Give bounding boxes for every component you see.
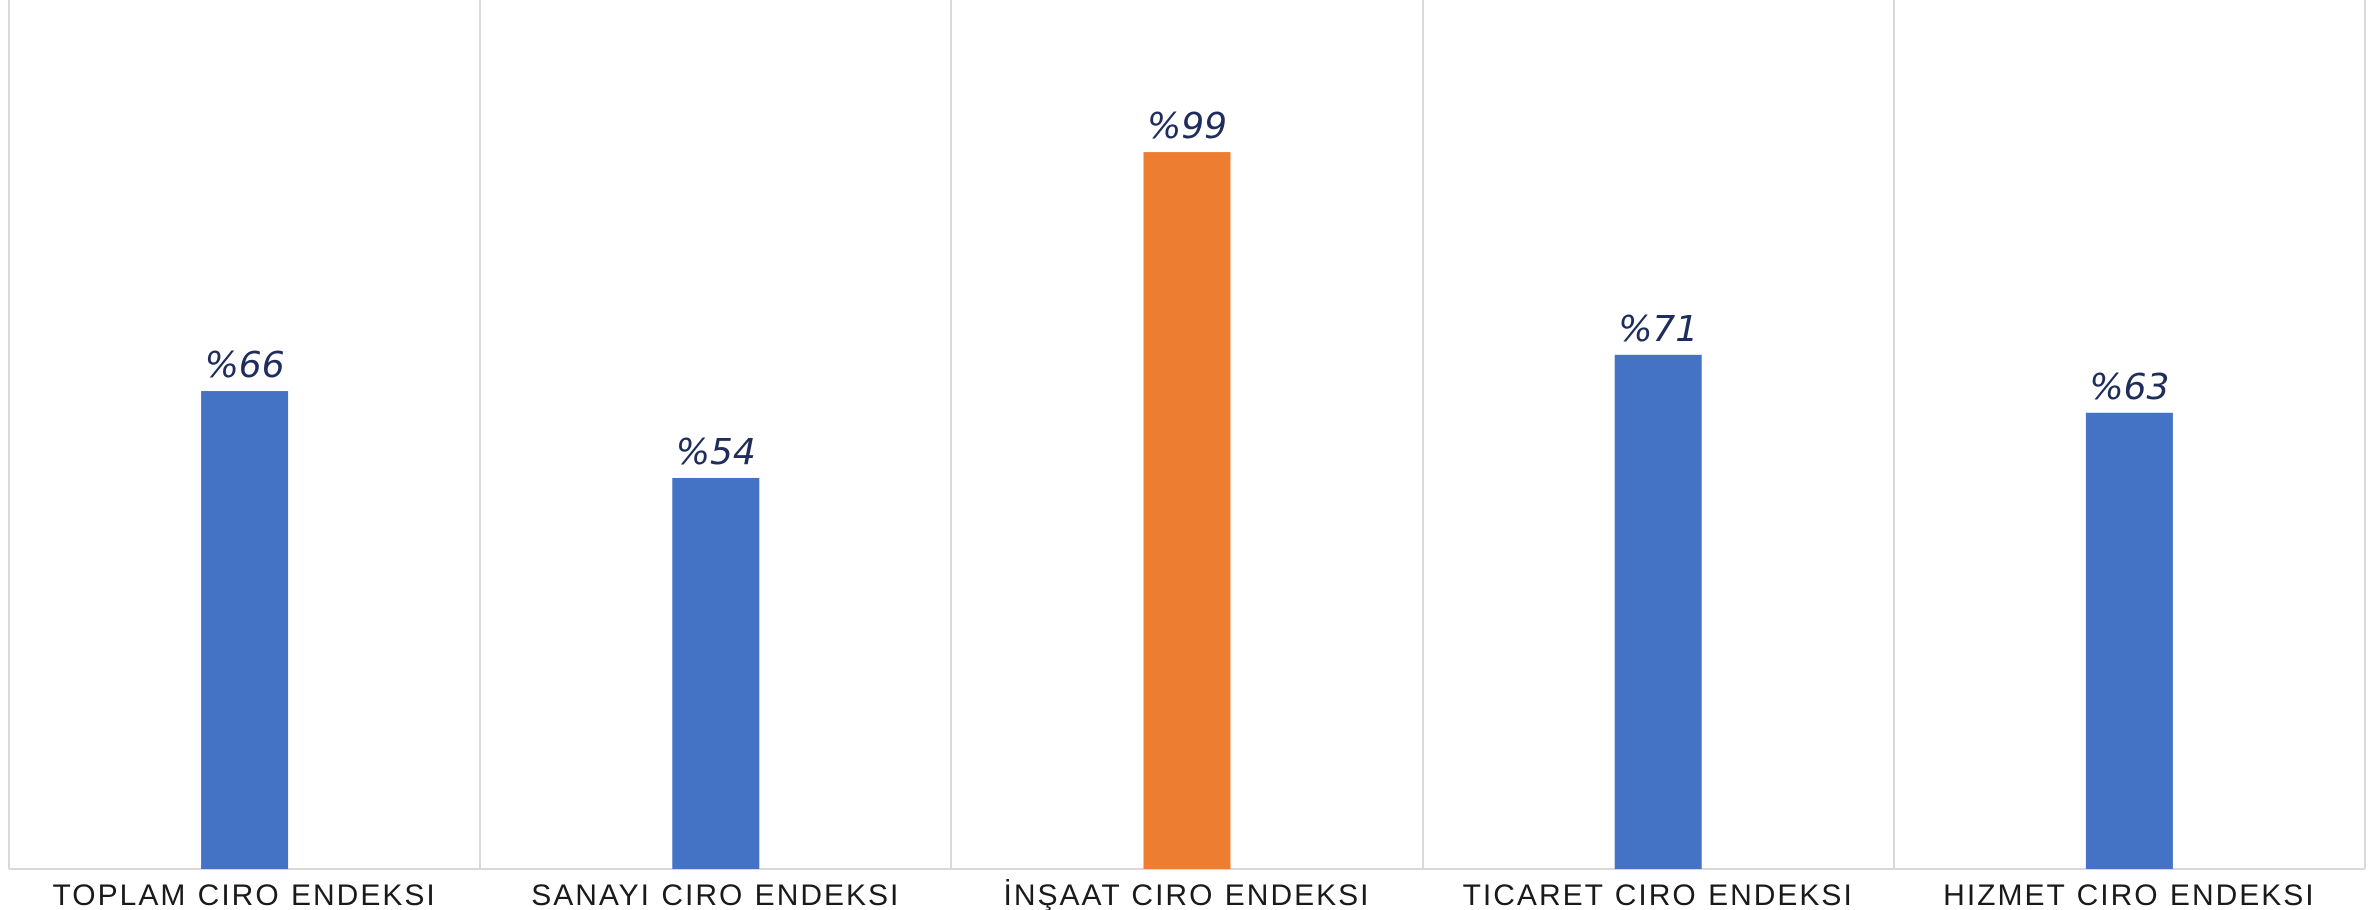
bar: [201, 391, 289, 869]
category-label: TOPLAM CIRO ENDEKSI: [53, 879, 437, 910]
data-label: %71: [1618, 309, 1698, 350]
category-label: İNŞAAT CIRO ENDEKSI: [1004, 879, 1371, 910]
bar: [1143, 152, 1231, 869]
category-separators: [8, 0, 2366, 869]
data-label: %66: [205, 345, 285, 386]
bar-series: [201, 152, 2173, 869]
category-label: SANAYI CIRO ENDEKSI: [531, 879, 900, 910]
bar: [2085, 412, 2173, 869]
bar: [672, 477, 760, 869]
category-label: HIZMET CIRO ENDEKSI: [1943, 879, 2315, 910]
category-label: TICARET CIRO ENDEKSI: [1463, 879, 1854, 910]
data-label: %63: [2089, 367, 2169, 408]
category-labels: TOPLAM CIRO ENDEKSI SANAYI CIRO ENDEKSI İN…: [53, 879, 2315, 910]
data-label: %99: [1147, 106, 1227, 147]
bar: [1614, 354, 1702, 869]
data-labels: %66 %54 %99 %71 %63: [205, 106, 2170, 473]
data-label: %54: [676, 432, 756, 473]
